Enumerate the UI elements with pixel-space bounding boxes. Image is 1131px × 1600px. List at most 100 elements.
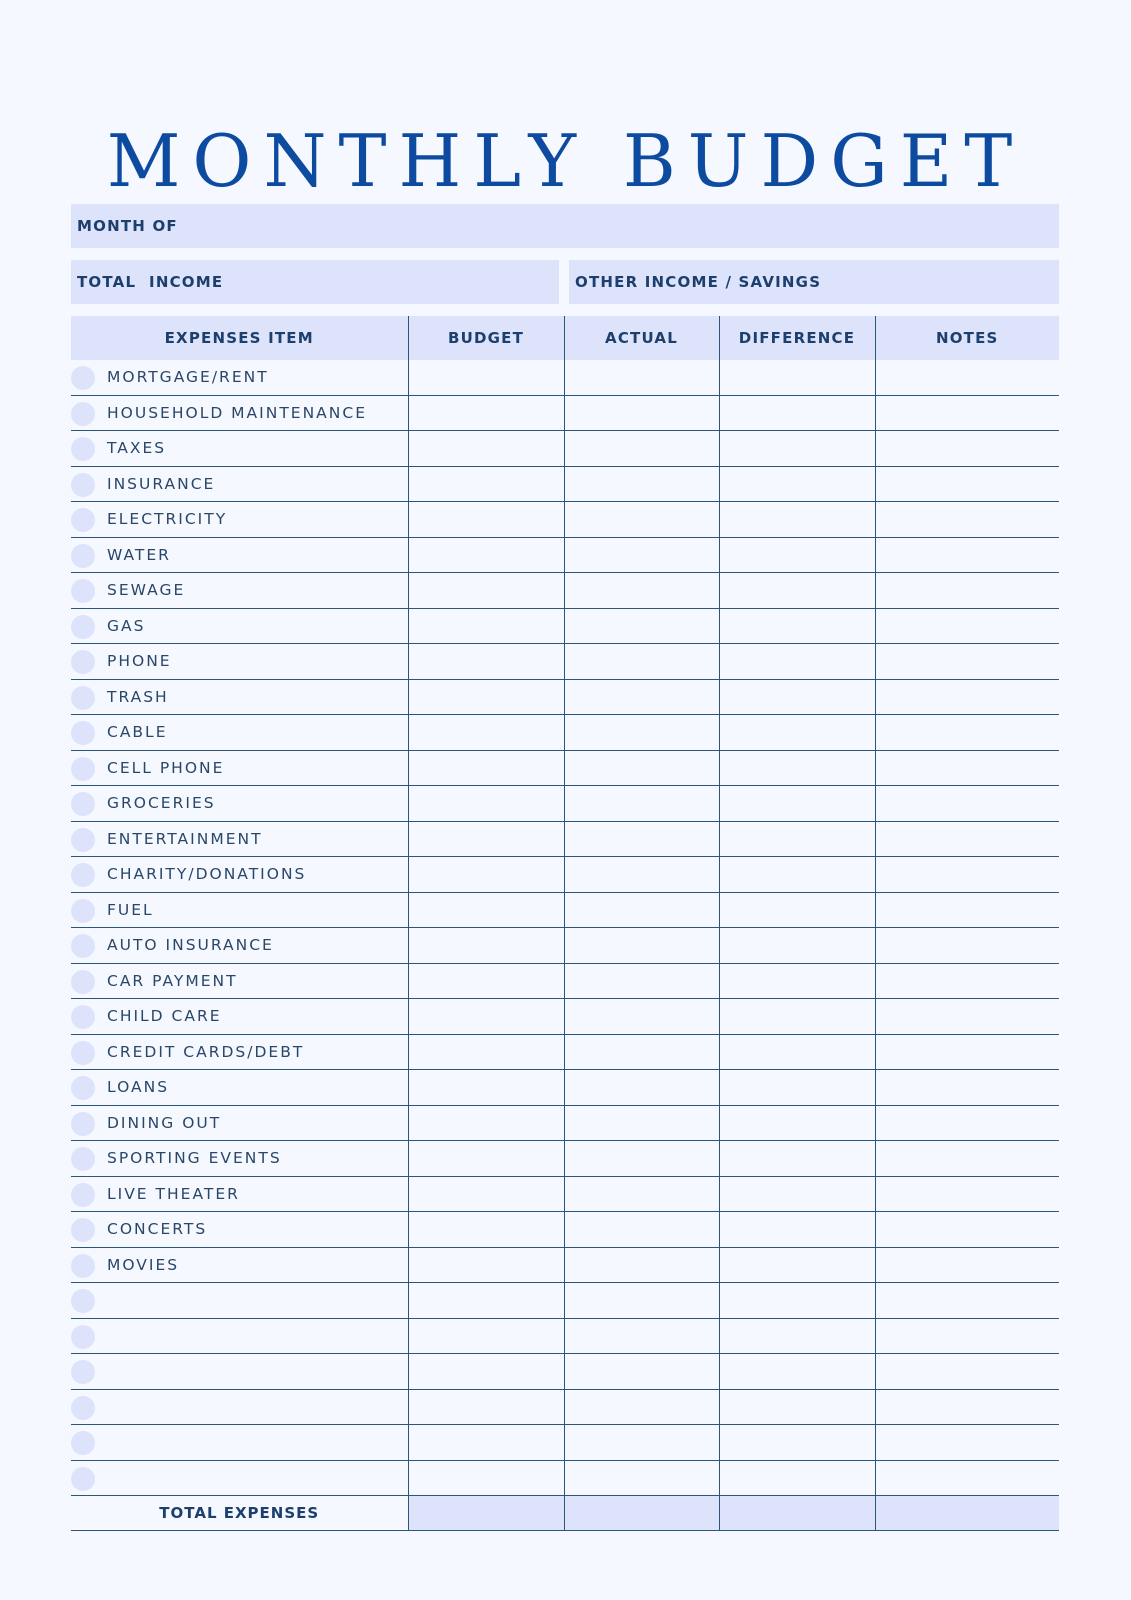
- checkbox-circle-icon[interactable]: [71, 1431, 95, 1455]
- total-budget-cell[interactable]: [407, 1495, 564, 1531]
- difference-cell[interactable]: [718, 1318, 875, 1354]
- notes-cell[interactable]: [874, 608, 1059, 644]
- notes-cell[interactable]: [874, 537, 1059, 573]
- expense-item-cell[interactable]: CAR PAYMENT: [71, 963, 408, 999]
- difference-cell[interactable]: [718, 1140, 875, 1177]
- difference-cell[interactable]: [718, 1211, 875, 1248]
- checkbox-circle-icon[interactable]: [71, 1324, 95, 1349]
- notes-cell[interactable]: [874, 1460, 1059, 1496]
- budget-cell[interactable]: [407, 572, 564, 609]
- checkbox-circle-icon[interactable]: [71, 1076, 95, 1100]
- expense-item-cell[interactable]: TAXES: [71, 430, 408, 467]
- checkbox-circle-icon[interactable]: [71, 792, 95, 816]
- actual-cell[interactable]: [563, 1211, 719, 1248]
- difference-cell[interactable]: [718, 1353, 875, 1390]
- difference-cell[interactable]: [718, 714, 875, 751]
- checkbox-circle-icon[interactable]: [71, 508, 95, 532]
- budget-cell[interactable]: [407, 1211, 564, 1248]
- actual-cell[interactable]: [563, 1176, 719, 1212]
- budget-cell[interactable]: [407, 537, 564, 573]
- difference-cell[interactable]: [718, 501, 875, 538]
- checkbox-circle-icon[interactable]: [71, 1182, 95, 1207]
- notes-cell[interactable]: [874, 572, 1059, 609]
- difference-cell[interactable]: [718, 785, 875, 822]
- notes-cell[interactable]: [874, 395, 1059, 431]
- notes-cell[interactable]: [874, 1034, 1059, 1070]
- expense-item-cell[interactable]: MOVIES: [71, 1247, 408, 1283]
- actual-cell[interactable]: [563, 1282, 719, 1319]
- checkbox-circle-icon[interactable]: [71, 1466, 95, 1491]
- actual-cell[interactable]: [563, 1034, 719, 1070]
- expense-item-cell[interactable]: HOUSEHOLD MAINTENANCE: [71, 395, 408, 431]
- budget-cell[interactable]: [407, 608, 564, 644]
- budget-cell[interactable]: [407, 395, 564, 431]
- expense-item-cell[interactable]: CELL PHONE: [71, 750, 408, 786]
- difference-cell[interactable]: [718, 466, 875, 502]
- checkbox-circle-icon[interactable]: [71, 898, 95, 923]
- expense-item-cell[interactable]: SEWAGE: [71, 572, 408, 609]
- checkbox-circle-icon[interactable]: [71, 1147, 95, 1171]
- budget-cell[interactable]: [407, 1424, 564, 1461]
- difference-cell[interactable]: [718, 537, 875, 573]
- difference-cell[interactable]: [718, 572, 875, 609]
- actual-cell[interactable]: [563, 608, 719, 644]
- difference-cell[interactable]: [718, 643, 875, 680]
- budget-cell[interactable]: [407, 643, 564, 680]
- actual-cell[interactable]: [563, 1389, 719, 1425]
- difference-cell[interactable]: [718, 856, 875, 893]
- actual-cell[interactable]: [563, 1247, 719, 1283]
- notes-cell[interactable]: [874, 714, 1059, 751]
- actual-cell[interactable]: [563, 785, 719, 822]
- expense-item-cell[interactable]: ENTERTAINMENT: [71, 821, 408, 857]
- budget-cell[interactable]: [407, 785, 564, 822]
- budget-cell[interactable]: [407, 1460, 564, 1496]
- total-actual-cell[interactable]: [563, 1495, 719, 1531]
- checkbox-circle-icon[interactable]: [71, 1253, 95, 1278]
- budget-cell[interactable]: [407, 1176, 564, 1212]
- difference-cell[interactable]: [718, 892, 875, 928]
- notes-cell[interactable]: [874, 1282, 1059, 1319]
- difference-cell[interactable]: [718, 821, 875, 857]
- actual-cell[interactable]: [563, 821, 719, 857]
- difference-cell[interactable]: [718, 430, 875, 467]
- expense-item-cell[interactable]: SPORTING EVENTS: [71, 1140, 408, 1177]
- notes-cell[interactable]: [874, 1105, 1059, 1141]
- actual-cell[interactable]: [563, 679, 719, 715]
- budget-cell[interactable]: [407, 963, 564, 999]
- budget-cell[interactable]: [407, 1389, 564, 1425]
- checkbox-circle-icon[interactable]: [71, 969, 95, 994]
- notes-cell[interactable]: [874, 963, 1059, 999]
- checkbox-circle-icon[interactable]: [71, 650, 95, 674]
- difference-cell[interactable]: [718, 1247, 875, 1283]
- difference-cell[interactable]: [718, 963, 875, 999]
- notes-cell[interactable]: [874, 360, 1059, 396]
- notes-cell[interactable]: [874, 998, 1059, 1035]
- expense-item-cell[interactable]: LOANS: [71, 1069, 408, 1106]
- checkbox-circle-icon[interactable]: [71, 543, 95, 568]
- notes-cell[interactable]: [874, 750, 1059, 786]
- actual-cell[interactable]: [563, 856, 719, 893]
- actual-cell[interactable]: [563, 1424, 719, 1461]
- budget-cell[interactable]: [407, 1069, 564, 1106]
- notes-cell[interactable]: [874, 1318, 1059, 1354]
- notes-cell[interactable]: [874, 785, 1059, 822]
- expense-item-cell[interactable]: CREDIT CARDS/DEBT: [71, 1034, 408, 1070]
- expense-item-cell[interactable]: CHILD CARE: [71, 998, 408, 1035]
- budget-cell[interactable]: [407, 501, 564, 538]
- actual-cell[interactable]: [563, 1069, 719, 1106]
- difference-cell[interactable]: [718, 1176, 875, 1212]
- notes-cell[interactable]: [874, 1389, 1059, 1425]
- checkbox-circle-icon[interactable]: [71, 472, 95, 497]
- difference-cell[interactable]: [718, 1389, 875, 1425]
- notes-cell[interactable]: [874, 821, 1059, 857]
- expense-item-cell[interactable]: [71, 1353, 408, 1390]
- expense-item-cell[interactable]: AUTO INSURANCE: [71, 927, 408, 964]
- actual-cell[interactable]: [563, 572, 719, 609]
- actual-cell[interactable]: [563, 1105, 719, 1141]
- budget-cell[interactable]: [407, 927, 564, 964]
- month-of-field[interactable]: MONTH OF: [71, 204, 1059, 248]
- budget-cell[interactable]: [407, 750, 564, 786]
- budget-cell[interactable]: [407, 1247, 564, 1283]
- expense-item-cell[interactable]: CONCERTS: [71, 1211, 408, 1248]
- budget-cell[interactable]: [407, 1105, 564, 1141]
